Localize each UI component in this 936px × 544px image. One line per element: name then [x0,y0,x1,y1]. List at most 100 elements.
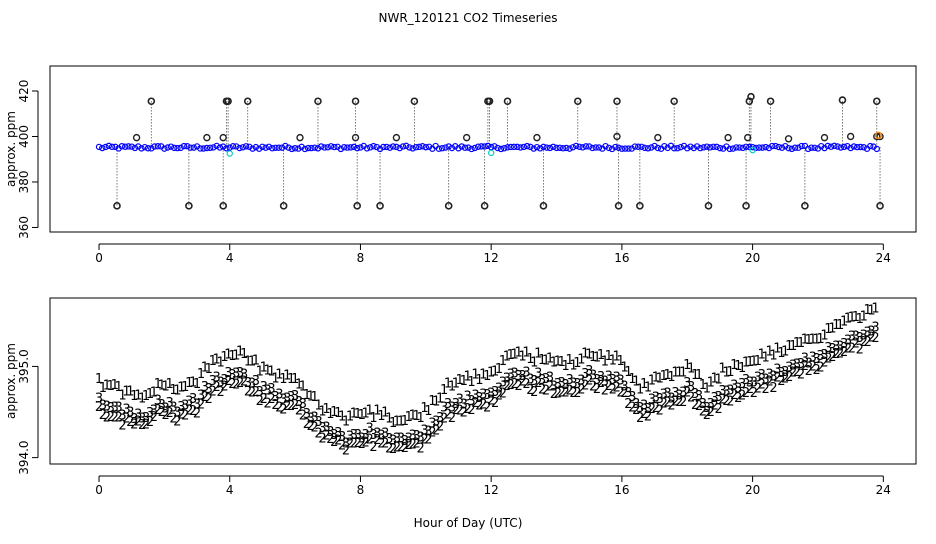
series2-mark: 2 [401,441,409,456]
low-spike-point [219,202,227,210]
series1-mark: 1 [707,375,715,390]
series1-mark: 1 [138,391,146,406]
series2-mark: 2 [201,390,209,405]
series3-mark: 3 [150,403,158,418]
series2-mark: 2 [354,436,362,451]
series3-mark: 3 [146,406,154,421]
series3-mark: 3 [871,321,879,336]
baseline-point [242,143,250,150]
high-spike-point [243,97,252,106]
series2-mark: 2 [730,388,738,403]
baseline-point [321,144,328,151]
x-tick-label: 0 [95,251,103,265]
series2-mark: 2 [526,383,534,398]
series2-mark: 2 [801,359,809,374]
series1-mark: 1 [220,350,228,365]
baseline-point [262,144,269,151]
series1-mark: 1 [640,377,648,392]
series3-mark: 3 [507,368,515,383]
series3-mark: 3 [514,369,522,384]
series1-mark: 1 [601,354,609,369]
series3-mark: 3 [593,373,601,388]
series3-mark: 3 [201,380,209,395]
series1-mark: 1 [299,380,307,395]
series2-mark: 2 [550,387,558,402]
series3-mark: 3 [362,428,370,443]
baseline-point [164,144,171,151]
series2-mark: 2 [181,408,189,423]
series3-mark: 3 [503,371,511,386]
high-spike-point [503,97,512,106]
series2-mark: 2 [667,398,675,413]
series1-mark: 1 [287,372,295,387]
baseline-point [148,145,155,152]
mid-point [462,133,471,142]
high-spike-point [670,97,678,106]
series1-mark: 1 [565,353,573,368]
mid-point [219,133,227,142]
series3-mark: 3 [671,386,679,401]
series2-mark: 2 [856,343,864,358]
series3-mark: 3 [373,426,381,441]
series2-mark: 2 [691,398,699,413]
mid-point [132,133,141,142]
series3-mark: 3 [562,378,570,393]
series1-mark: 1 [452,376,460,391]
series2-mark: 2 [636,411,644,426]
baseline-point [726,145,733,153]
series2-mark: 2 [781,372,789,387]
series2-mark: 2 [213,380,221,395]
baseline-point [850,143,858,150]
series1-mark: 1 [479,368,487,383]
baseline-point [648,144,655,151]
series2-mark: 2 [675,395,683,410]
series1-mark: 1 [158,379,166,394]
mid-point [744,133,752,142]
baseline-point [595,144,603,151]
series1-mark: 1 [781,344,789,359]
series1-mark: 1 [514,345,522,360]
series3-mark: 3 [546,370,554,385]
series2-mark: 2 [177,408,185,423]
series1-mark: 1 [597,348,605,363]
series3-mark: 3 [530,374,538,389]
series2-mark: 2 [369,440,377,455]
series2-mark: 2 [216,385,224,400]
series2-mark: 2 [169,411,177,426]
series2-mark: 2 [754,382,762,397]
series1-mark: 1 [491,365,499,380]
series1-mark: 1 [142,389,150,404]
series2-mark: 2 [358,437,366,452]
high-spike-point [872,97,881,106]
baseline-point [808,144,815,151]
series2-mark: 2 [562,385,570,400]
series3-mark: 3 [444,397,452,412]
y-tick-label: 395.0 [17,349,31,383]
series3-mark: 3 [663,386,671,401]
series1-mark: 1 [671,366,679,381]
mid-point [296,133,304,142]
series1-mark: 1 [593,351,601,366]
series2-mark: 2 [726,395,734,410]
x-tick-label: 16 [614,483,629,497]
baseline-point [772,142,779,150]
series3-mark: 3 [777,366,785,381]
series1-mark: 1 [542,354,550,369]
series2-mark: 2 [758,378,766,393]
series1-mark: 1 [330,405,338,420]
baseline-point [654,144,662,152]
baseline-point [510,143,518,151]
baseline-point [288,145,296,153]
series3-mark: 3 [730,379,738,394]
series3-mark: 3 [475,391,483,406]
baseline-point [118,142,126,150]
y-tick-label: 394.0 [17,440,31,474]
series2-mark: 2 [350,436,358,451]
baseline-point [340,144,348,151]
mid-point [820,133,829,142]
baseline-point [543,144,550,151]
series2-mark: 2 [671,394,679,409]
series3-mark: 3 [103,399,111,414]
series3-mark: 3 [852,330,860,345]
series2-mark: 2 [279,402,287,417]
